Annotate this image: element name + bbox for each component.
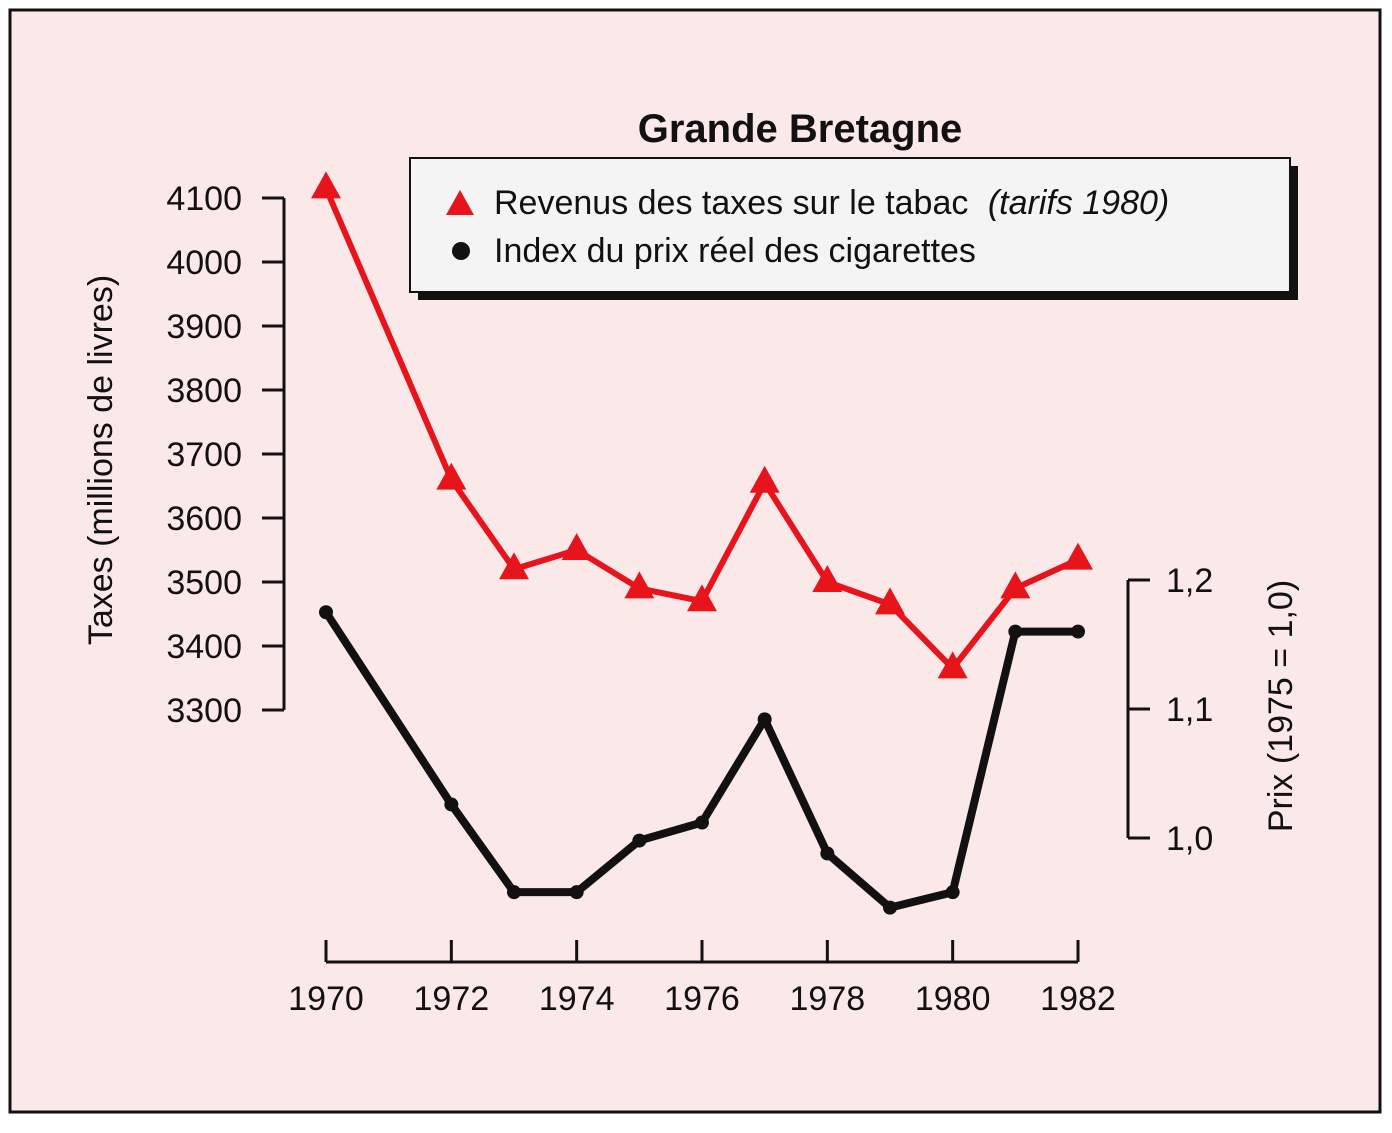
- data-point-triangle: [311, 171, 341, 199]
- left-axis-tick-label: 3800: [166, 372, 242, 410]
- left-axis-tick-label: 3700: [166, 436, 242, 474]
- data-point-circle: [444, 797, 459, 812]
- x-axis-tick-label: 1972: [414, 980, 490, 1018]
- left-axis-tick-label: 3900: [166, 308, 242, 346]
- chart-title: Grande Bretagne: [638, 107, 963, 151]
- data-point-triangle: [561, 533, 592, 560]
- right-axis: 1,2 1,1 1,0: [1126, 562, 1213, 858]
- data-point-circle: [757, 712, 772, 727]
- data-point-triangle: [624, 571, 655, 599]
- data-point-circle: [1008, 624, 1023, 639]
- right-axis-tick-label: 1,1: [1166, 691, 1213, 729]
- data-point-circle: [883, 900, 897, 915]
- x-axis-tick-label: 1982: [1040, 980, 1116, 1018]
- data-point-triangle: [499, 552, 529, 580]
- data-point-circle: [632, 833, 647, 848]
- x-axis-tick-label: 1980: [915, 980, 991, 1018]
- series-line: [322, 608, 1082, 912]
- x-axis-tick-label: 1978: [790, 980, 866, 1018]
- data-point-triangle: [812, 565, 843, 592]
- legend: Revenus des taxes sur le tabac (tarifs 1…: [409, 157, 1298, 300]
- data-point-triangle: [875, 587, 905, 615]
- data-point-triangle: [937, 651, 968, 679]
- data-point-circle: [820, 846, 835, 861]
- series-line: [323, 185, 1081, 672]
- data-point-triangle: [687, 584, 717, 612]
- data-point-triangle: [1000, 571, 1031, 599]
- data-point-triangle: [436, 462, 467, 490]
- legend-label-price: Index du prix réel des cigarettes: [494, 232, 976, 270]
- data-point-circle: [945, 885, 960, 900]
- left-axis-tick-label: 3300: [166, 692, 242, 730]
- data-point-circle: [1071, 624, 1085, 639]
- x-axis-tick-label: 1976: [664, 980, 740, 1018]
- right-axis-tick-label: 1,2: [1166, 562, 1213, 600]
- legend-label-revenue: Revenus des taxes sur le tabac (tarifs 1…: [494, 184, 1169, 222]
- data-point-circle: [319, 605, 333, 620]
- left-axis-title: Taxes (millions de livres): [82, 275, 120, 645]
- data-point-circle: [507, 885, 521, 900]
- right-axis-title: Prix (1975 = 1,0): [1262, 580, 1300, 832]
- right-axis-tick-label: 1,0: [1166, 820, 1213, 858]
- x-axis-tick-label: 1970: [288, 980, 364, 1018]
- x-axis: 1970 1972 1974 1976 1978 1980 1982: [288, 940, 1116, 1018]
- left-axis-tick-label: 3400: [166, 628, 242, 666]
- data-point-circle: [569, 885, 584, 900]
- data-point-triangle: [1063, 542, 1093, 570]
- series-price: [319, 605, 1085, 915]
- data-point-triangle: [749, 465, 780, 493]
- left-axis-tick-label: 3600: [166, 500, 242, 538]
- series-layer: [311, 171, 1093, 915]
- x-axis-tick-label: 1974: [539, 980, 615, 1018]
- legend-triangle-marker: [446, 190, 474, 215]
- data-point-circle: [695, 815, 709, 830]
- legend-circle-marker: [452, 242, 470, 260]
- left-axis-tick-label: 4100: [166, 180, 242, 218]
- legend-box: [409, 157, 1291, 293]
- left-axis-tick-label: 3500: [166, 564, 242, 602]
- series-revenue: [311, 171, 1093, 679]
- left-axis-tick-label: 4000: [166, 244, 242, 282]
- left-axis: 4100 4000 3900 3800 3700 3600 3500 3400 3300: [166, 180, 286, 730]
- legend-label-revenue-italic: (tarifs 1980): [988, 184, 1169, 222]
- legend-label-revenue-main: Revenus des taxes sur le tabac: [494, 184, 968, 222]
